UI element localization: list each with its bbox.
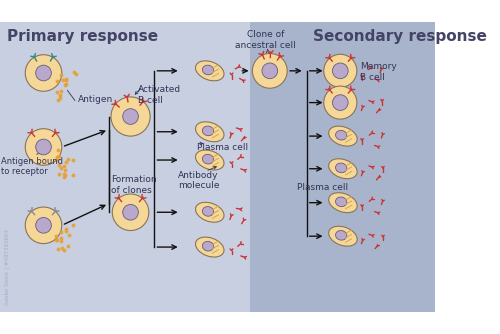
Text: Formation
of clones: Formation of clones [111, 175, 156, 195]
FancyBboxPatch shape [0, 22, 250, 312]
Ellipse shape [252, 53, 287, 88]
Text: Clone of
ancestral cell: Clone of ancestral cell [235, 30, 296, 50]
Text: Antibody
molecule: Antibody molecule [178, 171, 220, 190]
Ellipse shape [122, 204, 138, 220]
Ellipse shape [112, 194, 149, 230]
Ellipse shape [328, 126, 357, 146]
Ellipse shape [202, 154, 213, 164]
Text: Activated
B cell: Activated B cell [138, 85, 182, 105]
Ellipse shape [36, 217, 52, 233]
Text: Memory
B cell: Memory B cell [360, 62, 397, 81]
Ellipse shape [336, 130, 347, 140]
Text: Secondary response: Secondary response [314, 29, 487, 44]
Ellipse shape [328, 159, 357, 179]
Ellipse shape [336, 197, 347, 207]
Ellipse shape [196, 61, 224, 81]
Ellipse shape [36, 139, 52, 155]
Ellipse shape [25, 55, 62, 91]
Text: Primary response: Primary response [6, 29, 158, 44]
Ellipse shape [336, 163, 347, 173]
Ellipse shape [36, 65, 52, 81]
Ellipse shape [196, 237, 224, 257]
Ellipse shape [332, 63, 348, 79]
Ellipse shape [202, 241, 213, 251]
FancyBboxPatch shape [250, 22, 435, 312]
Ellipse shape [111, 97, 150, 136]
Ellipse shape [196, 150, 224, 170]
Ellipse shape [202, 126, 213, 136]
Text: Antigen: Antigen [78, 96, 112, 105]
Text: Antigen bound
to receptor: Antigen bound to receptor [1, 157, 63, 176]
Ellipse shape [332, 95, 348, 111]
Text: Plasma cell: Plasma cell [297, 183, 348, 192]
Ellipse shape [336, 230, 347, 240]
Ellipse shape [328, 226, 357, 246]
Ellipse shape [324, 86, 357, 119]
Ellipse shape [196, 122, 224, 142]
Ellipse shape [262, 63, 278, 79]
Ellipse shape [196, 202, 224, 222]
Ellipse shape [324, 54, 357, 88]
Ellipse shape [122, 109, 138, 124]
Ellipse shape [202, 65, 213, 75]
Ellipse shape [25, 129, 62, 165]
Text: Adobe Stock | #497383664: Adobe Stock | #497383664 [4, 228, 10, 305]
Ellipse shape [328, 193, 357, 213]
Ellipse shape [25, 207, 62, 243]
Text: Plasma cell: Plasma cell [196, 143, 248, 152]
Ellipse shape [202, 206, 213, 216]
